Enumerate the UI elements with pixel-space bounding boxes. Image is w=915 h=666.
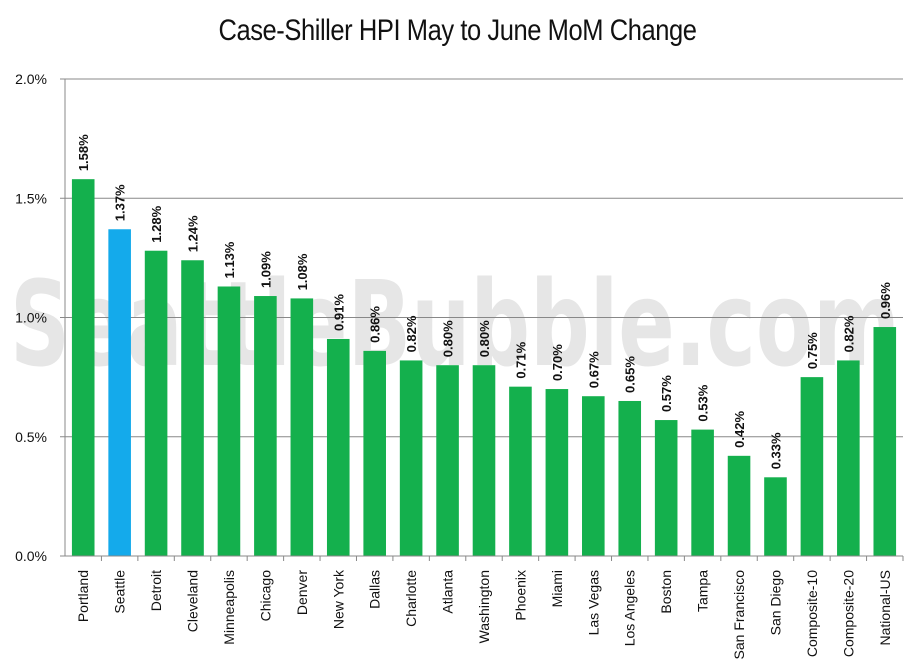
data-label: 0.82% xyxy=(841,315,856,352)
x-tick-label: Seattle xyxy=(112,570,128,614)
x-tick-label: Denver xyxy=(294,570,310,615)
bar xyxy=(800,377,824,556)
data-label: 0.70% xyxy=(550,344,565,381)
x-tick-label: Miami xyxy=(549,570,565,607)
x-tick-label: Atlanta xyxy=(440,570,456,614)
bar xyxy=(363,350,386,556)
data-label: 0.71% xyxy=(513,341,528,378)
x-tick-label: National-US xyxy=(877,570,893,645)
bar xyxy=(691,429,714,556)
x-tick-label: Detroit xyxy=(148,570,164,611)
data-label: 1.37% xyxy=(113,184,128,221)
y-tick-label: 1.0% xyxy=(15,310,47,326)
data-label: 1.09% xyxy=(258,251,273,288)
data-label: 0.96% xyxy=(878,282,893,319)
data-label: 0.65% xyxy=(623,356,638,393)
y-tick-label: 1.5% xyxy=(15,190,47,206)
bar xyxy=(399,360,423,556)
data-label: 0.42% xyxy=(732,411,747,448)
data-label: 0.82% xyxy=(404,315,419,352)
data-label: 1.28% xyxy=(149,205,164,242)
x-tick-label: Portland xyxy=(75,570,91,622)
x-tick-label: Boston xyxy=(658,570,674,614)
bar xyxy=(654,420,678,556)
bar xyxy=(71,179,95,557)
y-axis-ticks: 0.0% 0.5% 1.0% 1.5% 2.0% xyxy=(15,71,65,564)
y-tick-label: 0.0% xyxy=(15,548,47,564)
x-tick-label: Composite-20 xyxy=(840,570,856,657)
bar xyxy=(618,400,642,556)
bar xyxy=(582,396,605,556)
bar xyxy=(509,386,532,556)
x-tick-label: Cleveland xyxy=(185,570,201,632)
data-label: 1.58% xyxy=(76,134,91,171)
data-label: 1.13% xyxy=(222,241,237,278)
bar xyxy=(873,327,897,556)
x-tick-label: New York xyxy=(330,569,346,629)
data-label: 0.80% xyxy=(441,320,456,357)
bar xyxy=(144,250,168,556)
bar xyxy=(545,389,569,556)
data-label: 0.33% xyxy=(768,432,783,469)
x-tick-label: Composite-10 xyxy=(804,570,820,657)
data-label: 1.24% xyxy=(186,215,201,252)
chart-title: Case-Shiller HPI May to June MoM Change xyxy=(218,14,697,47)
x-axis-ticks: Portland Seattle Detroit Cleveland Minneapol… xyxy=(75,556,904,660)
bar xyxy=(837,360,860,556)
data-label: 0.75% xyxy=(805,332,820,369)
data-label: 0.80% xyxy=(477,320,492,357)
x-tick-label: Washington xyxy=(476,570,492,643)
data-label: 0.67% xyxy=(586,351,601,388)
x-tick-label: Tampa xyxy=(695,570,711,612)
bar xyxy=(108,229,131,556)
bar xyxy=(326,338,350,556)
x-tick-label: Minneapolis xyxy=(221,570,237,645)
x-tick-label: Dallas xyxy=(367,570,383,609)
data-label: 0.57% xyxy=(659,375,674,412)
data-label: 0.86% xyxy=(368,306,383,343)
x-tick-label: Phoenix xyxy=(512,570,528,621)
data-label: 0.91% xyxy=(331,294,346,331)
x-tick-label: Los Angeles xyxy=(622,570,638,646)
y-tick-label: 0.5% xyxy=(15,429,47,445)
bar xyxy=(290,298,314,556)
bar xyxy=(727,455,751,556)
data-labels: 1.58% 1.37% 1.28% 1.24% 1.13% 1.09% 1.08% 0.91%… xyxy=(76,134,893,469)
x-tick-label: Chicago xyxy=(257,570,273,622)
data-label: 1.08% xyxy=(295,253,310,290)
bar xyxy=(217,286,241,556)
x-tick-label: San Francisco xyxy=(731,570,747,660)
data-label: 0.53% xyxy=(696,384,711,421)
bar xyxy=(764,477,787,556)
bar xyxy=(472,365,496,556)
bars xyxy=(71,179,897,557)
bar xyxy=(181,260,204,556)
bar xyxy=(436,365,459,556)
x-tick-label: San Diego xyxy=(767,570,783,636)
y-tick-label: 2.0% xyxy=(15,71,47,87)
bar xyxy=(254,296,277,556)
x-tick-label: Charlotte xyxy=(403,570,419,627)
x-tick-label: Las Vegas xyxy=(585,570,601,635)
